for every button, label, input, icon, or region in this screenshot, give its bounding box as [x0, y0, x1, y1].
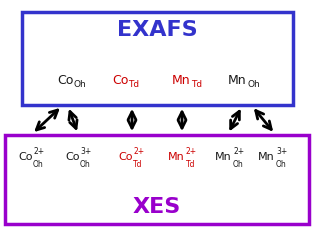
Text: Td: Td [191, 80, 202, 89]
Text: 2+: 2+ [186, 146, 197, 155]
Text: Oh: Oh [33, 159, 44, 168]
Text: XES: XES [133, 196, 181, 216]
Text: Td: Td [128, 80, 139, 89]
Text: 2+: 2+ [133, 146, 144, 155]
Text: 2+: 2+ [233, 146, 244, 155]
Text: Mn: Mn [258, 151, 275, 161]
Text: Mn: Mn [228, 74, 247, 87]
Text: EXAFS: EXAFS [117, 20, 197, 40]
Text: Oh: Oh [73, 80, 86, 89]
Text: 3+: 3+ [276, 146, 287, 155]
Text: Td: Td [186, 159, 196, 168]
Text: Oh: Oh [80, 159, 91, 168]
Text: Mn: Mn [168, 151, 185, 161]
Text: Co: Co [112, 74, 128, 87]
FancyBboxPatch shape [22, 12, 293, 105]
Text: Co: Co [57, 74, 73, 87]
Text: 3+: 3+ [80, 146, 91, 155]
Text: 2+: 2+ [33, 146, 44, 155]
Text: Mn: Mn [215, 151, 232, 161]
Text: Oh: Oh [276, 159, 287, 168]
Text: Td: Td [133, 159, 142, 168]
Text: Oh: Oh [233, 159, 244, 168]
Text: Co: Co [65, 151, 80, 161]
FancyBboxPatch shape [4, 135, 309, 224]
Text: Co: Co [118, 151, 132, 161]
Text: Co: Co [18, 151, 33, 161]
Text: Oh: Oh [247, 80, 260, 89]
Text: Mn: Mn [172, 74, 191, 87]
